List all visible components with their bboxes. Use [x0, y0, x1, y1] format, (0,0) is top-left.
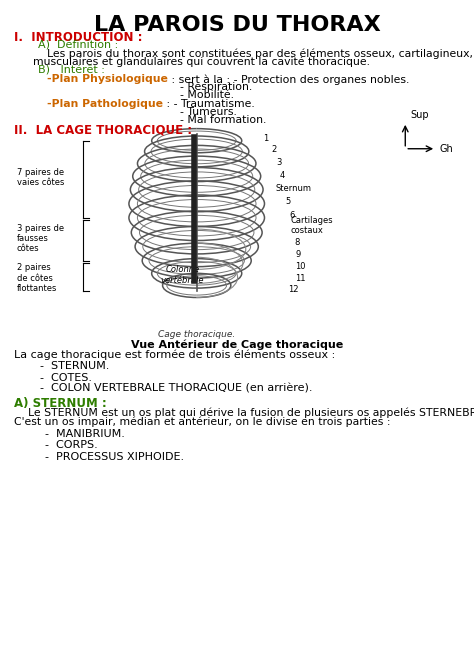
Text: -  MANIBRIUM.: - MANIBRIUM.: [38, 429, 125, 439]
Text: 4: 4: [280, 171, 285, 180]
Text: Les parois du thorax sont constituées par des éléments osseux, cartilagineux,: Les parois du thorax sont constituées pa…: [47, 49, 474, 60]
Text: 8: 8: [294, 238, 299, 247]
Text: LA PAROIS DU THORAX: LA PAROIS DU THORAX: [94, 15, 380, 36]
Text: B)   Intérêt :: B) Intérêt :: [38, 66, 105, 76]
Text: -  COTES.: - COTES.: [33, 373, 92, 383]
Text: 9: 9: [295, 250, 301, 259]
Text: -Plan Physiologique: -Plan Physiologique: [47, 74, 168, 84]
Text: musculaires et glandulaires qui couvrent la cavité thoracique.: musculaires et glandulaires qui couvrent…: [33, 57, 370, 68]
Text: 1: 1: [263, 134, 268, 143]
Text: 2 paires
de côtes
flottantes: 2 paires de côtes flottantes: [17, 263, 57, 293]
Text: 7 paires de
vaies côtes: 7 paires de vaies côtes: [17, 168, 64, 187]
Text: Le STERNUM est un os plat qui dérive la fusion de plusieurs os appelés STERNEBRE: Le STERNUM est un os plat qui dérive la …: [28, 407, 474, 418]
Text: 10: 10: [295, 262, 306, 271]
Text: -  PROCESSUS XIPHOIDE.: - PROCESSUS XIPHOIDE.: [38, 452, 184, 462]
Text: - Mal formation.: - Mal formation.: [180, 115, 266, 125]
Text: -  CORPS.: - CORPS.: [38, 440, 98, 450]
Text: - Mobilité.: - Mobilité.: [180, 90, 234, 100]
Text: La cage thoracique est formée de trois éléments osseux :: La cage thoracique est formée de trois é…: [14, 350, 336, 360]
Text: II.  LA CAGE THORACIQUE :: II. LA CAGE THORACIQUE :: [14, 124, 192, 137]
Text: A)  Définition :: A) Définition :: [38, 40, 118, 50]
Text: 12: 12: [288, 285, 299, 294]
Text: Sup: Sup: [410, 110, 428, 120]
Text: Cartilages
costaux: Cartilages costaux: [290, 216, 333, 235]
Text: -  STERNUM.: - STERNUM.: [33, 361, 109, 371]
Text: 5: 5: [285, 196, 291, 206]
Text: Vue Antérieur de Cage thoracique: Vue Antérieur de Cage thoracique: [131, 340, 343, 350]
Text: - Respiration.: - Respiration.: [180, 82, 252, 92]
Text: C'est un os impair, médian et antérieur, on le divise en trois parties :: C'est un os impair, médian et antérieur,…: [14, 417, 391, 427]
Text: -  COLON VERTEBRALE THORACIQUE (en arrière).: - COLON VERTEBRALE THORACIQUE (en arrièr…: [33, 384, 313, 394]
Text: 3: 3: [276, 157, 281, 167]
Text: Cage thoracique.: Cage thoracique.: [158, 330, 235, 339]
Text: 6: 6: [289, 211, 294, 220]
Text: -Plan Pathologique: -Plan Pathologique: [47, 99, 164, 109]
Text: Gh: Gh: [440, 144, 454, 153]
Text: 11: 11: [295, 273, 306, 283]
Text: - Tumeurs.: - Tumeurs.: [180, 107, 237, 117]
Text: Colonne
vertébrale: Colonne vertébrale: [161, 265, 204, 285]
Text: 2: 2: [271, 145, 276, 154]
Text: : - Traumatisme.: : - Traumatisme.: [164, 99, 255, 109]
Text: 3 paires de
fausses
côtes: 3 paires de fausses côtes: [17, 224, 64, 253]
Text: I.  INTRODUCTION :: I. INTRODUCTION :: [14, 31, 143, 44]
Text: A) STERNUM :: A) STERNUM :: [14, 397, 107, 409]
Text: Sternum: Sternum: [276, 184, 312, 194]
Text: : sert à la : - Protection des organes nobles.: : sert à la : - Protection des organes n…: [168, 74, 410, 85]
